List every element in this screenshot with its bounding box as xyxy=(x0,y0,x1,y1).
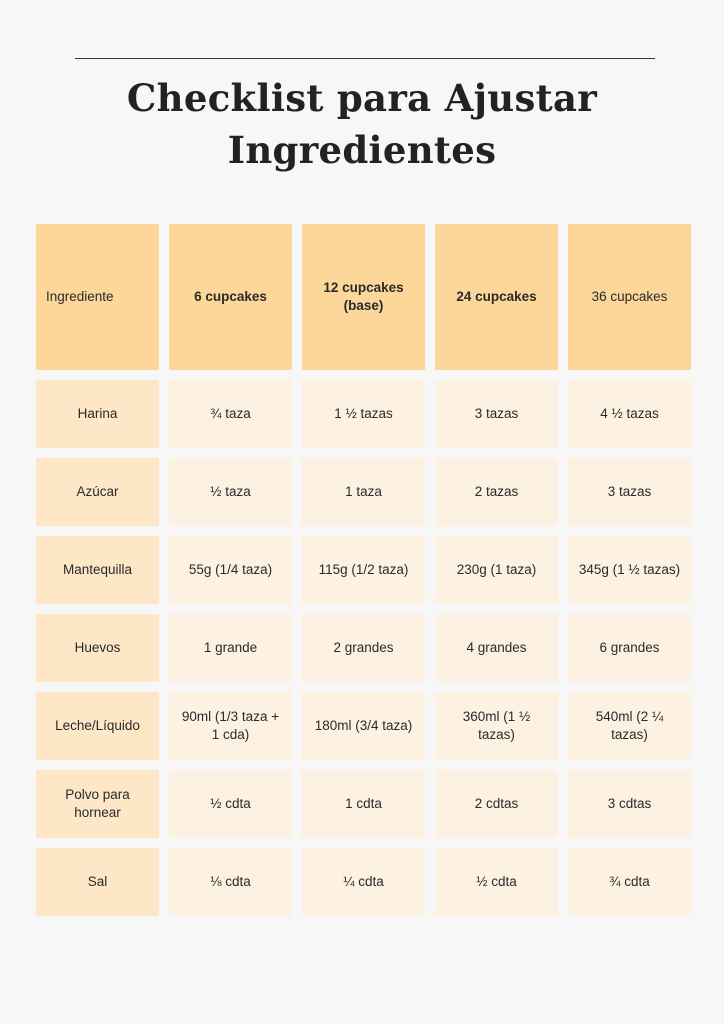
table-cell: 2 tazas xyxy=(435,458,558,526)
top-divider xyxy=(75,58,655,59)
table-cell: 2 grandes xyxy=(302,614,425,682)
table-cell: 1 ½ tazas xyxy=(302,380,425,448)
table-cell: 180ml (3/4 taza) xyxy=(302,692,425,760)
row-label: Polvo para hornear xyxy=(36,770,159,838)
title-line-1: Checklist para Ajustar xyxy=(126,76,598,120)
row-label: Mantequilla xyxy=(36,536,159,604)
table-cell: 2 cdtas xyxy=(435,770,558,838)
table-cell: ¾ cdta xyxy=(568,848,691,916)
table-cell: 90ml (1/3 taza + 1 cda) xyxy=(169,692,292,760)
table-cell: 540ml (2 ¼ tazas) xyxy=(568,692,691,760)
header-6-cupcakes: 6 cupcakes xyxy=(169,224,292,370)
title-line-2: Ingredientes xyxy=(227,128,497,172)
table-cell: ¼ cdta xyxy=(302,848,425,916)
table-cell: ½ taza xyxy=(169,458,292,526)
table-cell: 115g (1/2 taza) xyxy=(302,536,425,604)
table-cell: 1 taza xyxy=(302,458,425,526)
table-cell: 55g (1/4 taza) xyxy=(169,536,292,604)
row-label: Sal xyxy=(36,848,159,916)
table-cell: 1 grande xyxy=(169,614,292,682)
table-cell: 230g (1 taza) xyxy=(435,536,558,604)
table-cell: 3 cdtas xyxy=(568,770,691,838)
table-cell: 4 grandes xyxy=(435,614,558,682)
header-12-cupcakes: 12 cupcakes (base) xyxy=(302,224,425,370)
header-36-cupcakes: 36 cupcakes xyxy=(568,224,691,370)
table-cell: ½ cdta xyxy=(435,848,558,916)
row-label: Azúcar xyxy=(36,458,159,526)
table-cell: 345g (1 ½ tazas) xyxy=(568,536,691,604)
page-title: Checklist para Ajustar Ingredientes xyxy=(0,72,724,176)
row-label: Leche/Líquido xyxy=(36,692,159,760)
table-cell: 4 ½ tazas xyxy=(568,380,691,448)
row-label: Huevos xyxy=(36,614,159,682)
table-cell: 360ml (1 ½ tazas) xyxy=(435,692,558,760)
ingredients-table: Ingrediente 6 cupcakes 12 cupcakes (base… xyxy=(36,224,691,926)
table-cell: ¾ taza xyxy=(169,380,292,448)
header-ingrediente: Ingrediente xyxy=(36,224,159,370)
table-cell: 1 cdta xyxy=(302,770,425,838)
table-cell: ⅛ cdta xyxy=(169,848,292,916)
table-cell: ½ cdta xyxy=(169,770,292,838)
table-cell: 6 grandes xyxy=(568,614,691,682)
table-cell: 3 tazas xyxy=(435,380,558,448)
header-24-cupcakes: 24 cupcakes xyxy=(435,224,558,370)
table-cell: 3 tazas xyxy=(568,458,691,526)
row-label: Harina xyxy=(36,380,159,448)
